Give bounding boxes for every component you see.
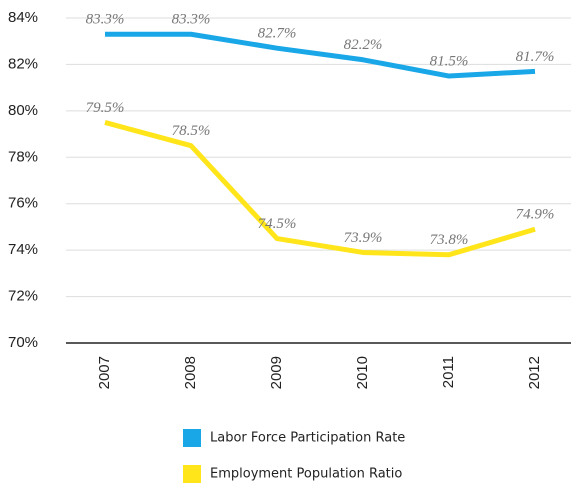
data-label: 78.5% [172, 123, 211, 139]
data-label: 79.5% [86, 100, 125, 116]
data-label: 74.9% [516, 207, 555, 223]
y-tick-label: 74% [8, 241, 38, 258]
x-tick-label: 2007 [96, 356, 113, 389]
data-label: 81.5% [430, 53, 469, 69]
y-tick-label: 72% [8, 288, 38, 305]
x-tick-label: 2010 [354, 356, 371, 389]
y-tick-label: 78% [8, 148, 38, 165]
legend-swatch [183, 465, 201, 483]
data-label: 83.3% [86, 12, 125, 28]
x-tick-label: 2009 [268, 356, 285, 389]
y-tick-label: 76% [8, 195, 38, 212]
data-label: 82.2% [344, 37, 383, 53]
legend-swatch [183, 429, 201, 447]
series-line [104, 120, 536, 258]
data-label: 73.8% [430, 232, 469, 248]
data-label: 73.9% [344, 230, 383, 246]
data-label: 82.7% [258, 26, 297, 42]
y-tick-label: 84% [8, 9, 38, 26]
y-tick-label: 80% [8, 102, 38, 119]
y-tick-label: 82% [8, 55, 38, 72]
x-tick-label: 2011 [440, 356, 457, 388]
y-tick-label: 70% [8, 334, 38, 351]
legend-label: Employment Population Ratio [210, 467, 402, 482]
legend-label: Labor Force Participation Rate [210, 431, 405, 446]
x-tick-label: 2008 [182, 356, 199, 389]
data-label: 83.3% [172, 12, 211, 28]
data-label: 74.5% [258, 216, 297, 232]
data-label: 81.7% [516, 49, 555, 65]
series-line [105, 31, 536, 79]
x-tick-label: 2012 [526, 356, 543, 389]
